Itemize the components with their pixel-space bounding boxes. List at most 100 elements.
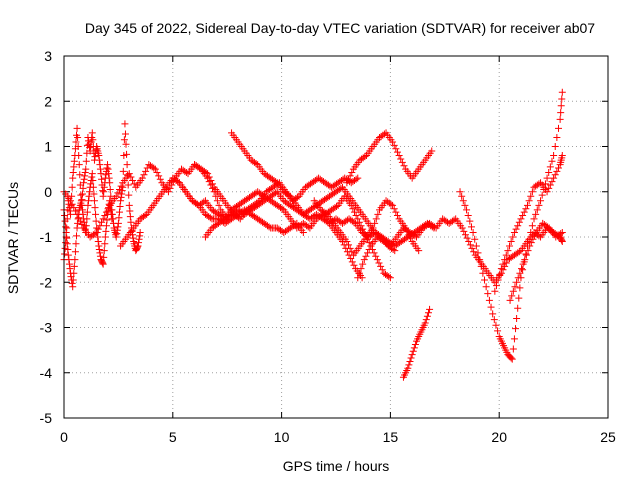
data-point xyxy=(71,248,79,256)
data-point xyxy=(389,201,397,209)
data-point xyxy=(112,192,120,200)
data-point xyxy=(113,226,121,234)
data-point xyxy=(114,223,122,231)
series-sat-a xyxy=(60,120,144,264)
data-point xyxy=(107,210,115,218)
data-point xyxy=(200,198,208,206)
data-point xyxy=(343,179,351,187)
data-point xyxy=(530,215,538,223)
data-point xyxy=(92,210,100,218)
data-point xyxy=(496,270,504,278)
data-point xyxy=(100,183,108,191)
data-point xyxy=(116,202,124,210)
data-point xyxy=(83,215,91,223)
data-point xyxy=(75,161,83,169)
data-point xyxy=(359,225,367,233)
data-point xyxy=(408,351,416,359)
data-point xyxy=(507,238,515,246)
data-point xyxy=(345,241,353,249)
x-tick-label: 0 xyxy=(60,429,68,445)
data-point xyxy=(398,158,406,166)
data-point xyxy=(551,171,559,179)
data-point xyxy=(120,136,128,144)
data-point xyxy=(72,138,80,146)
data-point xyxy=(372,252,380,260)
data-point xyxy=(62,223,70,231)
series-sat-k xyxy=(310,197,423,259)
data-point xyxy=(403,227,411,235)
data-point xyxy=(272,189,280,197)
data-point xyxy=(66,265,74,273)
data-point xyxy=(119,167,127,175)
data-point xyxy=(90,197,98,205)
data-point xyxy=(122,140,130,148)
data-point xyxy=(103,216,111,224)
data-point xyxy=(490,316,498,324)
data-point xyxy=(545,184,553,192)
data-point xyxy=(373,256,381,264)
data-point xyxy=(370,249,378,257)
data-point xyxy=(114,219,122,227)
data-point xyxy=(135,235,143,243)
data-point xyxy=(422,316,430,324)
data-point xyxy=(557,230,565,238)
data-point xyxy=(278,205,286,213)
data-point xyxy=(365,239,373,247)
data-point xyxy=(538,191,546,199)
data-point xyxy=(349,205,357,213)
data-point xyxy=(364,235,372,243)
data-point xyxy=(404,364,412,372)
data-point xyxy=(96,165,104,173)
data-point xyxy=(130,180,138,188)
data-point xyxy=(75,152,83,160)
data-point xyxy=(528,222,536,230)
data-point xyxy=(361,153,369,161)
data-point xyxy=(105,174,113,182)
data-point xyxy=(470,248,478,256)
data-point xyxy=(141,212,149,220)
data-point xyxy=(136,232,144,240)
series-sat-i xyxy=(343,129,436,187)
data-point xyxy=(391,247,399,255)
y-tick-label: -1 xyxy=(40,229,53,245)
data-point xyxy=(553,133,561,141)
data-point xyxy=(102,208,110,216)
data-point xyxy=(450,216,458,224)
data-point xyxy=(352,212,360,220)
data-point xyxy=(101,240,109,248)
data-point xyxy=(397,155,405,163)
data-point xyxy=(467,223,475,231)
data-point xyxy=(113,230,121,238)
data-point xyxy=(499,260,507,268)
data-point xyxy=(100,253,108,261)
data-point xyxy=(103,164,111,172)
data-point xyxy=(140,171,148,179)
data-point xyxy=(101,212,109,220)
data-point xyxy=(70,262,78,270)
data-point xyxy=(355,269,363,277)
data-point xyxy=(95,152,103,160)
data-point xyxy=(509,345,517,353)
series-sat-j xyxy=(354,215,566,286)
data-point xyxy=(293,193,301,201)
data-point xyxy=(458,192,466,200)
plot-frame xyxy=(63,55,609,419)
data-point xyxy=(205,173,213,181)
data-point xyxy=(100,188,108,196)
data-point xyxy=(424,309,432,317)
data-point xyxy=(76,171,84,179)
data-point xyxy=(558,228,566,236)
data-point xyxy=(362,232,370,240)
data-point xyxy=(62,239,70,247)
data-point xyxy=(492,282,500,290)
data-point xyxy=(90,190,98,198)
data-point xyxy=(385,241,393,249)
data-point xyxy=(494,276,502,284)
data-point xyxy=(371,219,379,227)
data-point xyxy=(69,169,77,177)
data-point xyxy=(80,179,88,187)
data-point xyxy=(265,223,273,231)
data-point xyxy=(546,181,554,189)
data-point xyxy=(72,240,80,248)
data-point xyxy=(393,212,401,220)
